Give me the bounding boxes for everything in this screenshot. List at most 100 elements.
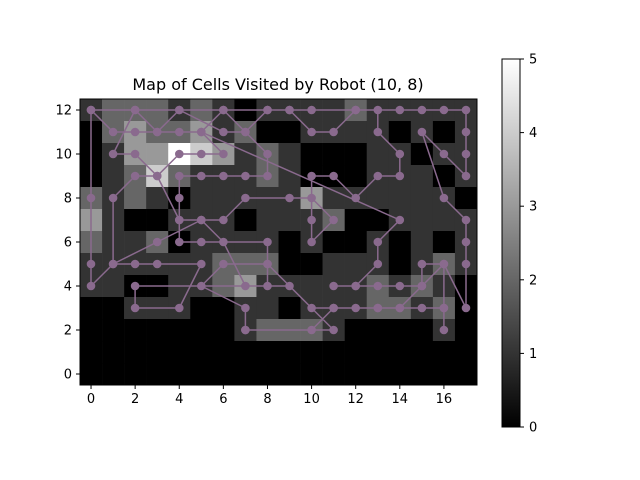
- heatmap-cell: [410, 231, 434, 254]
- robot-path-point: [329, 171, 338, 181]
- robot-path-point: [175, 215, 184, 225]
- robot-path-point: [241, 171, 250, 181]
- colorbar: [501, 58, 521, 428]
- heatmap-cell: [212, 341, 235, 364]
- heatmap-cell: [102, 341, 125, 364]
- heatmap-cell: [410, 341, 434, 364]
- y-tick-label: 6: [64, 236, 72, 251]
- robot-path-point: [285, 105, 294, 115]
- robot-path-point: [130, 171, 140, 181]
- heatmap-cell: [234, 363, 257, 386]
- heatmap-cell: [278, 297, 301, 320]
- robot-path-point: [373, 171, 383, 181]
- robot-path-point: [285, 193, 294, 203]
- colorbar-tick-label: 2: [529, 273, 537, 288]
- x-tick-label: 10: [303, 392, 320, 407]
- robot-path-point: [175, 149, 184, 159]
- heatmap-cell: [366, 341, 390, 364]
- robot-path-point: [219, 259, 228, 269]
- robot-path-point: [307, 105, 316, 115]
- heatmap-cell: [124, 209, 147, 232]
- robot-path-point: [197, 281, 206, 291]
- heatmap-cell: [168, 363, 191, 386]
- heatmap-cell: [322, 253, 345, 276]
- robot-path-point: [86, 193, 96, 203]
- robot-path-point: [152, 259, 162, 269]
- heatmap-cell: [388, 363, 412, 386]
- heatmap-cell: [432, 209, 456, 232]
- robot-path-point: [417, 281, 427, 291]
- heatmap-cell: [410, 165, 434, 188]
- robot-path-point: [108, 259, 118, 269]
- heatmap-cell: [366, 319, 390, 342]
- heatmap-cell: [102, 165, 125, 188]
- heatmap-cell: [80, 363, 103, 386]
- heatmap-cell: [124, 341, 147, 364]
- heatmap-cell: [432, 363, 456, 386]
- robot-path-point: [461, 303, 471, 313]
- heatmap-cell: [322, 363, 345, 386]
- robot-path-point: [461, 259, 471, 269]
- robot-path-point: [307, 127, 316, 137]
- colorbar-tick-label: 4: [529, 126, 537, 141]
- robot-path-point: [152, 171, 162, 181]
- robot-path-point: [461, 237, 471, 247]
- robot-path-point: [241, 281, 250, 291]
- heatmap-cell: [190, 363, 213, 386]
- heatmap-cell: [300, 363, 323, 386]
- robot-path-point: [130, 127, 140, 137]
- robot-path-point: [395, 281, 405, 291]
- robot-path-point: [395, 105, 405, 115]
- robot-path-point: [439, 259, 449, 269]
- heatmap-cell: [124, 363, 147, 386]
- robot-path-point: [395, 215, 405, 225]
- x-tick-label: 0: [87, 392, 95, 407]
- heatmap-cell: [190, 297, 213, 320]
- heatmap-cell: [454, 363, 478, 386]
- robot-path-point: [108, 193, 118, 203]
- heatmap-cell: [278, 253, 301, 276]
- heatmap-cell: [344, 319, 368, 342]
- robot-path-point: [130, 281, 140, 291]
- heatmap-cell: [168, 341, 191, 364]
- robot-path-point: [219, 215, 228, 225]
- heatmap-cell: [300, 253, 323, 276]
- heatmap-cell: [102, 319, 125, 342]
- heatmap-cell: [278, 165, 301, 188]
- y-tick-label: 8: [64, 192, 72, 207]
- robot-path-point: [86, 259, 96, 269]
- robot-path-point: [461, 105, 471, 115]
- robot-path-point: [373, 259, 383, 269]
- colorbar-tick-label: 0: [529, 421, 537, 436]
- heatmap-cell: [388, 319, 412, 342]
- robot-path-point: [197, 259, 206, 269]
- robot-path-point: [329, 303, 338, 313]
- robot-path-point: [152, 127, 162, 137]
- robot-path-point: [461, 215, 471, 225]
- robot-path-point: [175, 127, 184, 137]
- heatmap-cell: [146, 319, 169, 342]
- robot-path-point: [351, 281, 361, 291]
- heatmap-cell: [234, 209, 257, 232]
- robot-path-point: [263, 281, 272, 291]
- robot-path-point: [307, 215, 316, 225]
- heatmap-cell: [278, 143, 301, 166]
- robot-path-point: [263, 259, 272, 269]
- robot-path-point: [461, 149, 471, 159]
- robot-path-point: [439, 149, 449, 159]
- robot-path-point: [263, 171, 272, 181]
- heatmap-cell: [432, 341, 456, 364]
- heatmap-cell: [278, 231, 301, 254]
- heatmap-cell: [256, 363, 279, 386]
- heatmap-cell: [432, 231, 456, 254]
- x-axis: 0 2 4 6 8 10 12 14 16: [87, 385, 452, 407]
- heatmap-cell: [102, 363, 125, 386]
- heatmap-cell: [344, 143, 368, 166]
- heatmap-cell: [300, 341, 323, 364]
- robot-path-point: [263, 105, 272, 115]
- robot-path-point: [329, 127, 338, 137]
- x-tick-label: 4: [175, 392, 183, 407]
- heatmap-cell: [190, 187, 213, 210]
- heatmap-cell: [410, 319, 434, 342]
